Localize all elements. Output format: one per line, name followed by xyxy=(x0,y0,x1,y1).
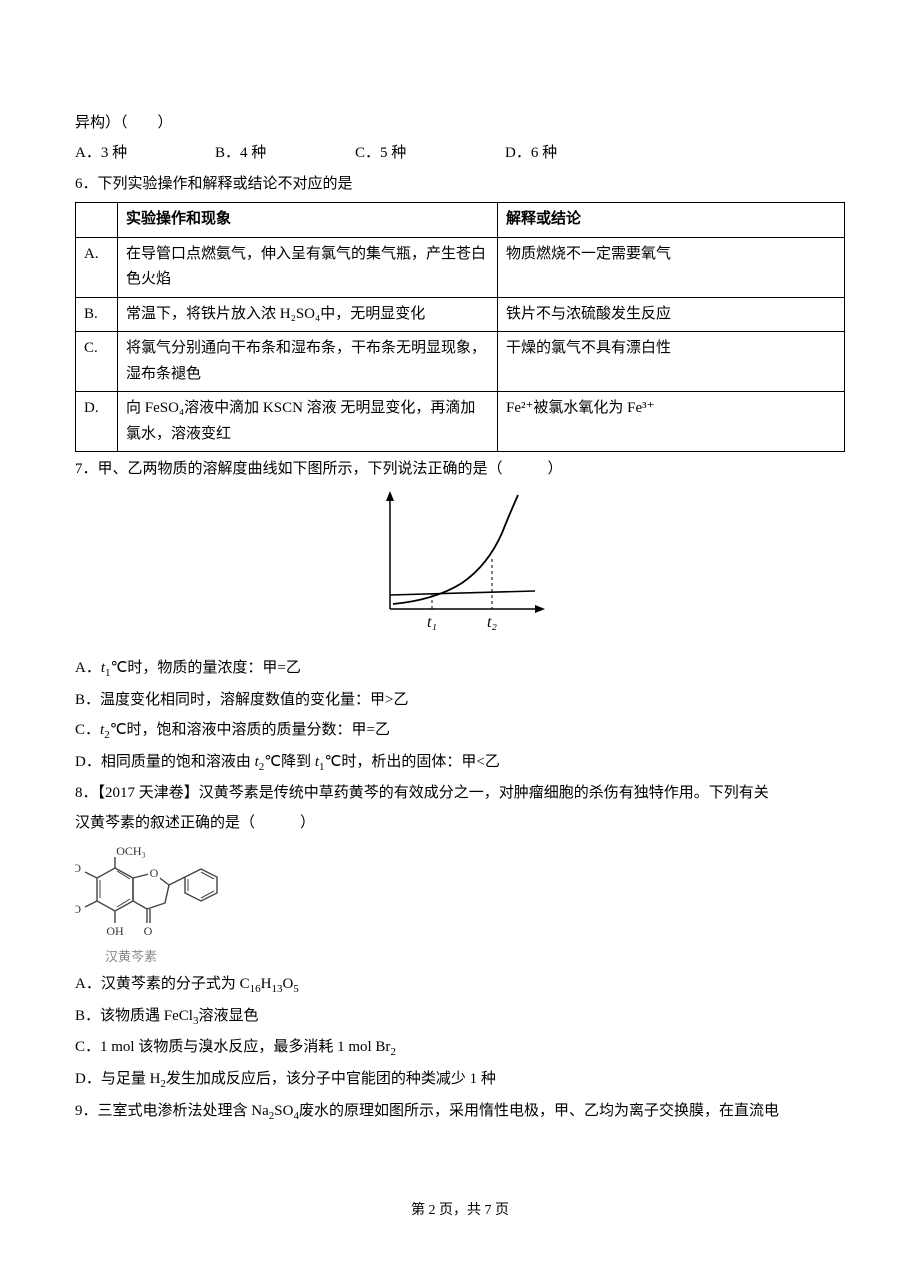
svg-text:O: O xyxy=(150,866,159,880)
q7-opt-b: B．温度变化相同时，溶解度数值的变化量：甲>乙 xyxy=(75,687,845,714)
q7-stem: 7．甲、乙两物质的溶解度曲线如下图所示，下列说法正确的是（ ） xyxy=(75,456,845,483)
q8-stem-1: 8．【2017 天津卷】汉黄芩素是传统中草药黄芩的有效成分之一，对肿瘤细胞的杀伤… xyxy=(75,780,845,807)
q5-opt-a: A．3 种 xyxy=(75,140,215,167)
q7-opt-a: A．t1℃时，物质的量浓度：甲=乙 xyxy=(75,655,845,684)
q7-opt-d: D．相同质量的饱和溶液由 t2℃降到 t1℃时，析出的固体：甲<乙 xyxy=(75,749,845,778)
cell-op: 在导管口点燃氨气，伸入呈有氯气的集气瓶，产生苍白色火焰 xyxy=(118,237,498,297)
q8-structure: O O OCH₃ HO HO OH 汉黄芩素 xyxy=(75,843,845,968)
cell-op: 将氯气分别通向干布条和湿布条，干布条无明显现象，湿布条褪色 xyxy=(118,332,498,392)
cell-h: C. xyxy=(76,332,118,392)
table-row: A. 在导管口点燃氨气，伸入呈有氯气的集气瓶，产生苍白色火焰 物质燃烧不一定需要… xyxy=(76,237,845,297)
q5-prefix: 异构）（ xyxy=(75,115,128,131)
t1-label: t₁ xyxy=(427,614,437,631)
q5-options: A．3 种 B．4 种 C．5 种 D．6 种 xyxy=(75,140,845,167)
table-row: D. 向 FeSO₄溶液中滴加 KSCN 溶液 无明显变化，再滴加氯水，溶液变红… xyxy=(76,392,845,452)
q8-opt-a: A．汉黄芩素的分子式为 C16H13O5 xyxy=(75,971,845,1000)
table-row: B. 常温下，将铁片放入浓 H₂SO₄中，无明显变化 铁片不与浓硫酸发生反应 xyxy=(76,297,845,332)
q8-opt-d: D．与足量 H2发生加成反应后，该分子中官能团的种类减少 1 种 xyxy=(75,1066,845,1095)
q7-chart: t₁ t₂ xyxy=(75,491,845,651)
q5-trail: 异构）（ ） xyxy=(75,110,845,137)
t2-label: t₂ xyxy=(487,614,497,631)
q8-stem-2: 汉黄芩素的叙述正确的是（ ） xyxy=(75,810,845,837)
cell-h: A. xyxy=(76,237,118,297)
wogonin-structure-icon: O O OCH₃ HO HO OH xyxy=(75,843,245,943)
svg-text:HO: HO xyxy=(75,902,81,916)
q8-opt-c: C．1 mol 该物质与溴水反应，最多消耗 1 mol Br2 xyxy=(75,1034,845,1063)
th-exp: 解释或结论 xyxy=(498,203,845,238)
q8-caption: 汉黄芩素 xyxy=(105,945,845,968)
q5-opt-c: C．5 种 xyxy=(355,140,505,167)
cell-exp: 物质燃烧不一定需要氧气 xyxy=(498,237,845,297)
page-footer: 第 2 页，共 7 页 xyxy=(0,1198,920,1223)
q8-opt-b: B．该物质遇 FeCl3溶液显色 xyxy=(75,1003,845,1032)
table-row-head: 实验操作和现象 解释或结论 xyxy=(76,203,845,238)
solubility-chart-icon: t₁ t₂ xyxy=(370,491,550,641)
svg-text:O: O xyxy=(144,924,153,938)
cell-op: 常温下，将铁片放入浓 H₂SO₄中，无明显变化 xyxy=(118,297,498,332)
q6-table: 实验操作和现象 解释或结论 A. 在导管口点燃氨气，伸入呈有氯气的集气瓶，产生苍… xyxy=(75,202,845,452)
th-op: 实验操作和现象 xyxy=(118,203,498,238)
table-row: C. 将氯气分别通向干布条和湿布条，干布条无明显现象，湿布条褪色 干燥的氯气不具… xyxy=(76,332,845,392)
cell-h: B. xyxy=(76,297,118,332)
q9-stem: 9．三室式电渗析法处理含 Na2SO4废水的原理如图所示，采用惰性电极，甲、乙均… xyxy=(75,1098,845,1127)
svg-text:HO: HO xyxy=(75,861,81,875)
svg-text:OCH₃: OCH₃ xyxy=(116,844,146,858)
th-blank xyxy=(76,203,118,238)
q7-opt-c: C．t2℃时，饱和溶液中溶质的质量分数：甲=乙 xyxy=(75,717,845,746)
q5-suffix: ） xyxy=(158,115,173,131)
cell-op: 向 FeSO₄溶液中滴加 KSCN 溶液 无明显变化，再滴加氯水，溶液变红 xyxy=(118,392,498,452)
q5-opt-d: D．6 种 xyxy=(505,140,625,167)
cell-exp: 铁片不与浓硫酸发生反应 xyxy=(498,297,845,332)
svg-text:OH: OH xyxy=(106,924,124,938)
cell-exp: 干燥的氯气不具有漂白性 xyxy=(498,332,845,392)
cell-exp: Fe²⁺被氯水氧化为 Fe³⁺ xyxy=(498,392,845,452)
q5-opt-b: B．4 种 xyxy=(215,140,355,167)
cell-h: D. xyxy=(76,392,118,452)
q6-stem: 6．下列实验操作和解释或结论不对应的是 xyxy=(75,171,845,198)
